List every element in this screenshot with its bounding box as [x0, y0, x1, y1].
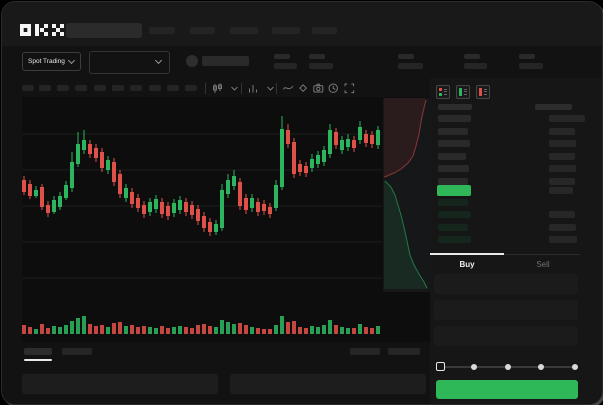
ask-amount-cell	[549, 140, 576, 147]
ticker-stat-label	[519, 54, 535, 59]
order-panel: Buy Sell	[430, 78, 602, 404]
ask-price-cell[interactable]	[438, 115, 471, 122]
timeframe-button[interactable]	[130, 85, 142, 91]
nav-item[interactable]	[272, 27, 300, 34]
ask-amount-cell	[549, 153, 575, 160]
book-asks-only-icon[interactable]	[476, 85, 490, 99]
last-price-badge	[437, 185, 471, 196]
indicators-icon[interactable]	[248, 83, 259, 94]
slider-step-dot[interactable]	[471, 364, 477, 370]
chevron-down-icon	[154, 56, 163, 65]
ask-amount-cell	[549, 178, 575, 185]
slider-step-dot[interactable]	[504, 364, 511, 370]
ticker-stat-value	[464, 63, 487, 69]
bid-price-cell[interactable]	[438, 199, 468, 206]
book-combined-icon[interactable]	[436, 85, 450, 99]
market-type-selector[interactable]: Spot Trading	[22, 52, 81, 71]
ask-amount-cell	[549, 165, 576, 172]
okx-logo	[20, 24, 64, 36]
line-wave-icon[interactable]	[283, 83, 294, 94]
bid-amount-cell	[549, 224, 576, 231]
trade-tabs-divider	[430, 253, 580, 255]
ask-price-cell[interactable]	[438, 153, 466, 160]
candle-type-icon[interactable]	[212, 83, 223, 94]
ticker-stat-label	[398, 54, 414, 59]
timeframe-button[interactable]	[57, 85, 69, 91]
ticker-stat-label	[464, 54, 480, 59]
timeframe-button[interactable]	[39, 85, 51, 91]
timeframe-button[interactable]	[167, 85, 179, 91]
ask-price-cell[interactable]	[438, 165, 469, 172]
slider-step-dot[interactable]	[571, 364, 578, 370]
timeframe-button[interactable]	[94, 85, 106, 91]
bottom-tab-active[interactable]	[24, 348, 52, 355]
ask-price-cell[interactable]	[438, 128, 468, 135]
slider-step-dot[interactable]	[538, 364, 544, 370]
ticker-stat-value	[398, 63, 423, 69]
chevron-down-icon[interactable]	[229, 83, 240, 94]
nav-item[interactable]	[190, 27, 215, 34]
last-price-amount-cell	[549, 187, 573, 194]
tab-sell[interactable]: Sell	[536, 260, 550, 269]
timeframe-button[interactable]	[149, 85, 161, 91]
search-input[interactable]	[66, 23, 142, 38]
ask-amount-cell	[549, 115, 585, 122]
bottom-tab[interactable]	[62, 348, 92, 355]
ticker-stat-value	[274, 63, 297, 69]
ticker-stat-value	[519, 63, 543, 69]
book-bids-only-icon[interactable]	[456, 85, 470, 99]
nav-item[interactable]	[312, 27, 337, 34]
bid-price-cell[interactable]	[438, 236, 471, 243]
ask-price-cell[interactable]	[438, 178, 468, 185]
orderbook-amount-header	[535, 104, 572, 110]
tab-buy[interactable]: Buy	[459, 260, 475, 269]
chart-bottom-button[interactable]	[350, 348, 380, 355]
ticker-stat-label	[309, 54, 325, 59]
toolbar-divider	[205, 83, 206, 94]
ask-price-cell[interactable]	[438, 140, 470, 147]
timeframe-button[interactable]	[112, 85, 124, 91]
camera-icon[interactable]	[313, 83, 324, 94]
slider-handle[interactable]	[436, 362, 445, 371]
toolbar-divider	[241, 83, 242, 94]
bid-amount-cell	[549, 236, 577, 243]
active-tab-underline	[24, 359, 52, 361]
nav-item[interactable]	[230, 27, 258, 34]
market-type-label: Spot Trading	[28, 58, 65, 65]
timeframe-button[interactable]	[75, 85, 87, 91]
bottom-info-panel	[230, 374, 426, 394]
draw-tool-icon[interactable]	[298, 83, 309, 94]
ticker-stat-label	[274, 54, 290, 59]
bottom-info-panel	[22, 374, 218, 394]
chart-bottom-button[interactable]	[388, 348, 420, 355]
chevron-down-icon[interactable]	[265, 83, 276, 94]
fullscreen-icon[interactable]	[344, 83, 355, 94]
history-icon[interactable]	[328, 83, 339, 94]
toolbar-divider	[276, 83, 277, 94]
timeframe-button[interactable]	[22, 85, 34, 91]
nav-item[interactable]	[149, 27, 175, 34]
bid-price-cell[interactable]	[438, 211, 471, 218]
bid-amount-cell	[549, 211, 575, 218]
candlestick-chart[interactable]	[22, 97, 431, 342]
trading-pair-selector[interactable]	[89, 51, 170, 74]
ticker-stat-value	[309, 63, 333, 69]
timeframe-button[interactable]	[185, 85, 197, 91]
ask-amount-cell	[549, 128, 575, 135]
orderbook-price-header	[438, 104, 472, 110]
top-navigation-bar	[2, 2, 602, 46]
buy-submit-button[interactable]	[436, 380, 578, 399]
coin-icon	[186, 55, 198, 67]
order-form-field[interactable]	[434, 300, 578, 320]
pair-name-placeholder	[202, 56, 249, 66]
chevron-down-icon	[67, 56, 75, 65]
bid-price-cell[interactable]	[438, 224, 468, 231]
order-form-field[interactable]	[434, 274, 578, 294]
order-form-field[interactable]	[434, 326, 578, 346]
